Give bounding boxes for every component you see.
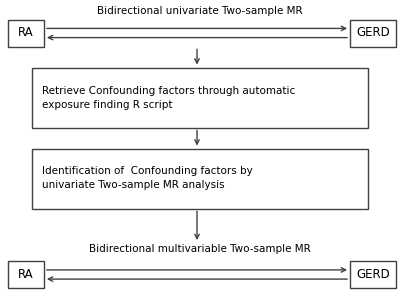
Text: RA: RA [18,26,34,40]
Text: Identification of  Confounding factors by
univariate Two-sample MR analysis: Identification of Confounding factors by… [42,167,253,191]
Text: Retrieve Confounding factors through automatic
exposure finding R script: Retrieve Confounding factors through aut… [42,85,295,109]
Bar [8,261,44,288]
Bar [32,68,368,128]
Text: GERD: GERD [356,26,390,40]
Bar [8,20,44,46]
Text: RA: RA [18,268,34,281]
Text: Bidirectional univariate Two-sample MR: Bidirectional univariate Two-sample MR [97,5,303,16]
Bar [32,148,368,208]
Text: Bidirectional multivariable Two-sample MR: Bidirectional multivariable Two-sample M… [89,244,311,254]
Bar [350,20,396,46]
Text: GERD: GERD [356,268,390,281]
Bar [350,261,396,288]
